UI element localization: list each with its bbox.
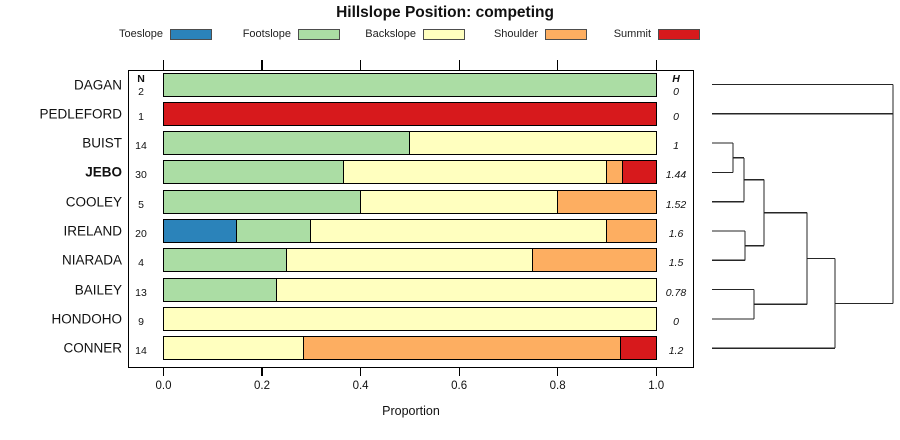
bar-segment [606, 220, 657, 242]
row-n-value: 14 [135, 345, 147, 358]
row-h-value: 1.2 [668, 345, 684, 358]
legend-label: Footslope [242, 28, 291, 40]
row-n-value: 20 [135, 228, 147, 240]
bar [162, 219, 658, 243]
legend-label: Shoulder [493, 28, 538, 40]
plot-box [128, 69, 694, 368]
bar-segment [163, 190, 361, 213]
axis-tick-label: 0.8 [549, 380, 566, 392]
axis-tick-label: 0.2 [254, 380, 271, 392]
bar-segment [163, 161, 345, 184]
row-label: IRELAND [63, 223, 122, 239]
row-label: BUIST [82, 135, 122, 151]
row-n-value: 14 [135, 140, 147, 153]
bar-segment [163, 132, 410, 155]
bar-segment [163, 73, 657, 96]
legend-label: Toeslope [118, 28, 163, 40]
bar [162, 131, 658, 156]
row-n-value: 30 [135, 169, 147, 182]
n-column-header: N [137, 73, 145, 85]
row-label: CONNER [63, 340, 122, 356]
row-h-value: 1 [673, 140, 679, 153]
axis-tick-label: 1.0 [648, 380, 665, 392]
row-label: PEDLEFORD [39, 106, 122, 122]
row-n-value: 4 [138, 257, 144, 270]
axis-tick-bottom [261, 368, 263, 376]
row-h-value: 1.5 [668, 257, 684, 270]
bar-segment [532, 249, 657, 272]
bar-segment [606, 161, 624, 184]
bar-segment [304, 337, 622, 360]
legend-swatch [423, 29, 465, 40]
row-label: HONDOHO [51, 311, 123, 327]
row-h-value: 1.6 [668, 228, 684, 240]
axis-tick-top [261, 59, 263, 70]
axis-tick-label: 0.0 [155, 380, 172, 392]
axis-tick-bottom [359, 368, 362, 376]
bar-segment [163, 102, 657, 125]
row-n-value: 1 [138, 110, 144, 123]
bar-segment [409, 132, 657, 155]
bar-segment [360, 190, 558, 213]
bar-segment [163, 220, 238, 242]
row-h-value: 1.52 [665, 198, 687, 211]
bar-segment [163, 249, 287, 272]
row-h-value: 0 [673, 315, 679, 328]
legend-swatch [298, 29, 340, 40]
bar-segment [344, 161, 607, 184]
h-column-header: H [672, 73, 680, 85]
row-label: COOLEY [65, 194, 122, 210]
row-label: JEBO [85, 164, 122, 180]
row-label: BAILEY [74, 282, 122, 298]
bar-segment [163, 337, 305, 360]
bar [162, 72, 658, 97]
row-label: NIARADA [61, 252, 122, 268]
bar [162, 189, 658, 214]
row-h-value: 0 [673, 110, 679, 123]
bar [162, 101, 658, 126]
axis-tick-bottom [557, 368, 559, 376]
bar-segment [311, 220, 607, 242]
axis-tick-label: 0.6 [451, 380, 468, 392]
bar [162, 277, 658, 302]
bar-segment [286, 249, 533, 272]
bar-segment [163, 278, 278, 301]
axis-tick-top [557, 59, 559, 70]
chart-title: Hillslope Position: competing [336, 4, 554, 21]
bar-segment [557, 190, 657, 213]
row-n-value: 13 [135, 286, 147, 299]
bar-segment [621, 337, 657, 360]
row-label: DAGAN [73, 77, 122, 92]
bar-segment [277, 278, 657, 301]
axis-tick-top [458, 59, 460, 70]
bar [162, 336, 658, 361]
row-n-value: 2 [138, 86, 144, 98]
legend-swatch [170, 29, 212, 40]
bar [162, 306, 658, 331]
row-h-value: 1.44 [665, 169, 687, 182]
legend-swatch [658, 29, 700, 40]
axis-tick-bottom [458, 368, 460, 376]
bar-segment [163, 307, 657, 330]
row-h-value: 0 [673, 86, 679, 98]
legend-label: Summit [613, 28, 651, 40]
axis-tick-top [359, 59, 362, 70]
bar-segment [237, 220, 312, 242]
bar [162, 160, 658, 185]
legend-swatch [545, 29, 587, 40]
axis-tick-bottom [655, 368, 657, 376]
legend-label: Backslope [365, 28, 416, 40]
axis-tick-bottom [162, 368, 165, 376]
bar [162, 248, 658, 273]
row-h-value: 0.78 [665, 286, 687, 299]
axis-tick-top [162, 59, 165, 70]
x-axis-label: Proportion [382, 404, 440, 418]
row-n-value: 5 [138, 198, 144, 211]
bar-segment [623, 161, 657, 184]
axis-tick-top [655, 59, 657, 70]
row-n-value: 9 [138, 315, 144, 328]
axis-tick-label: 0.4 [352, 380, 369, 392]
